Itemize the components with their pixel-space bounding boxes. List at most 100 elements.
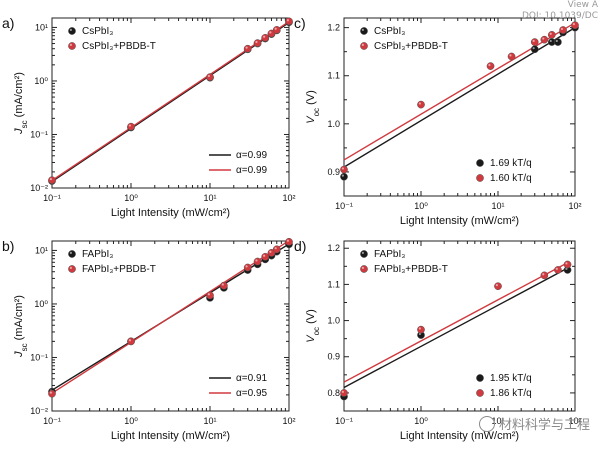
y-tick-label: 0.8 (327, 388, 340, 398)
legend-marker-highlight (69, 251, 72, 254)
fit-line (343, 22, 576, 161)
data-point-highlight (418, 102, 421, 105)
panel-label: c) (294, 15, 306, 31)
data-point-series-2 (206, 73, 214, 81)
data-point-highlight (560, 27, 564, 31)
chart-panel-3: 10⁻¹ 10⁰ 10¹ 10² 0.8 0.9 1.0 1.1 1.2 FAPbI₃ FAPbI₃… (294, 238, 582, 442)
fit-legend-marker (476, 389, 484, 397)
y-tick-label: 10⁰ (34, 299, 48, 309)
y-tick-label: 10⁻¹ (30, 352, 48, 362)
legend-label: CsPbI₃+PBDB-T (82, 41, 156, 52)
legend-marker (68, 42, 76, 50)
x-tick-label: 10⁻¹ (43, 416, 61, 426)
panel-label: d) (294, 238, 306, 254)
plot-frame (51, 17, 290, 189)
data-point-series-2 (48, 389, 56, 398)
data-point-series-1 (530, 45, 539, 54)
data-point-series-2 (540, 271, 549, 280)
legend-marker-highlight (361, 28, 364, 31)
data-point-highlight (245, 46, 248, 49)
data-point-series-2 (494, 282, 502, 291)
data-point-highlight (207, 293, 210, 296)
x-axis-label: Light Intensity (mW/cm²) (400, 215, 519, 227)
x-tick-label: 10² (568, 416, 581, 426)
data-point-highlight (286, 19, 289, 22)
legend-marker (360, 27, 368, 35)
data-point-series-2 (261, 33, 270, 42)
data-point-highlight (555, 39, 558, 43)
data-point-series-2 (559, 26, 567, 34)
data-point-series-2 (243, 263, 252, 272)
y-tick-label: 0.9 (327, 167, 340, 177)
data-point-highlight (549, 32, 552, 35)
y-tick-label: 1.1 (327, 71, 340, 81)
legend-marker (68, 250, 76, 258)
data-point-series-2 (540, 35, 549, 44)
fit-legend-label: 1.69 kT/q (490, 158, 532, 169)
publisher-watermark: View A DOI: 10.1039/DC (522, 0, 598, 22)
legend-label: FAPbI₃ (374, 249, 405, 260)
data-point-series-2 (530, 38, 539, 46)
data-point-series-2 (253, 257, 262, 266)
y-tick-label: 1.1 (327, 279, 340, 289)
legend-label: FAPbI₃+PBDB-T (374, 264, 448, 275)
plot-frame (343, 17, 576, 197)
fit-legend-label: α=0.99 (236, 150, 268, 161)
data-point-highlight (495, 284, 498, 287)
legend-marker-highlight (361, 251, 364, 254)
account-watermark-text: 材料科学与工程 (498, 418, 590, 433)
y-axis-label: Jsc (mA/cm²) (13, 295, 29, 358)
watermark-line-2: DOI: 10.1039/DC (521, 11, 598, 21)
chart-panel-2: 10⁻¹ 10⁰ 10¹ 10² 0.9 1.0 1.1 1.2 CsPbI₃ CsPbI₃+PB… (294, 15, 582, 227)
x-tick-label: 10¹ (491, 201, 504, 211)
data-point-series-2 (127, 122, 135, 131)
fit-legend-marker (476, 374, 484, 382)
data-point-series-2 (285, 17, 293, 26)
fit-legend-label: 1.86 kT/q (490, 388, 532, 399)
data-point-highlight (255, 40, 258, 44)
account-watermark: 材料科学与工程 (478, 414, 590, 433)
x-axis-label: Light Intensity (mW/cm²) (111, 207, 230, 219)
data-point-series-2 (507, 52, 516, 61)
data-point-series-1 (340, 172, 348, 181)
data-point-series-2 (272, 245, 281, 254)
x-tick-label: 10¹ (203, 193, 216, 203)
legend-marker (68, 265, 76, 273)
x-tick-label: 10¹ (491, 416, 504, 426)
data-point-highlight (555, 267, 558, 270)
x-tick-label: 10⁰ (414, 416, 428, 426)
data-point-highlight (49, 391, 53, 394)
fit-legend-label: 1.95 kT/q (490, 373, 532, 384)
fit-legend-marker (476, 174, 484, 182)
data-point-highlight (418, 327, 421, 330)
data-point-series-2 (340, 165, 348, 174)
data-point-highlight (245, 265, 248, 268)
data-point-series-2 (340, 389, 348, 397)
data-point-highlight (542, 37, 545, 40)
data-point-highlight (255, 259, 258, 262)
data-point-highlight (274, 27, 277, 30)
data-point-series-2 (206, 291, 214, 300)
y-tick-label: 0.9 (327, 352, 340, 362)
legend-marker (68, 27, 76, 35)
y-tick-label: 1.2 (327, 243, 340, 253)
y-axis-label: Jsc (mA/cm²) (13, 72, 29, 135)
x-tick-label: 10² (282, 416, 295, 426)
plot-frame (343, 240, 576, 412)
y-axis-label: Voc (V) (305, 309, 321, 343)
data-point-series-2 (563, 260, 572, 269)
legend-marker-highlight (69, 266, 72, 269)
fit-line (343, 262, 568, 383)
data-point-highlight (286, 239, 289, 242)
data-point-highlight (221, 283, 224, 286)
x-tick-label: 10⁰ (414, 201, 428, 211)
data-point-series-2 (243, 44, 252, 53)
y-tick-label: 10⁻² (30, 183, 48, 193)
y-tick-label: 10⁰ (34, 76, 48, 86)
data-point-highlight (263, 35, 266, 38)
fit-legend-label: α=0.95 (236, 388, 268, 399)
data-point-series-2 (547, 30, 556, 39)
legend-label: FAPbI₃+PBDB-T (82, 264, 156, 275)
data-point-highlight (572, 23, 576, 26)
